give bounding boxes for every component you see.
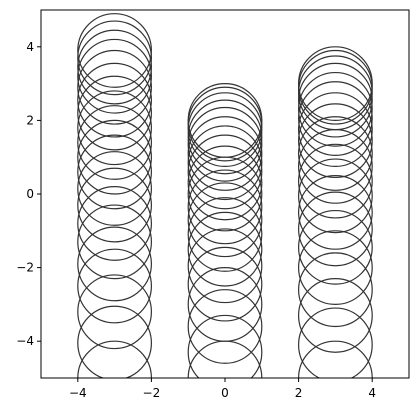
circle-marker bbox=[298, 81, 373, 156]
circle-marker bbox=[77, 305, 152, 378]
circle-marker bbox=[77, 248, 153, 324]
circle-marker bbox=[187, 106, 263, 182]
circle-marker bbox=[187, 289, 263, 364]
x-tick-label: −2 bbox=[143, 386, 161, 400]
circle-marker bbox=[298, 71, 373, 147]
circle-marker bbox=[187, 314, 263, 378]
y-tick-label: −4 bbox=[16, 334, 34, 348]
circle-marker bbox=[298, 46, 373, 121]
y-axis: −4 −2 0 2 4 bbox=[16, 40, 41, 348]
circle-marker bbox=[298, 209, 373, 285]
circle-marker bbox=[77, 62, 153, 138]
circle-marker bbox=[187, 83, 263, 158]
x-axis: −4 −2 0 2 4 bbox=[69, 378, 376, 400]
circle-marker bbox=[77, 20, 153, 96]
y-tick-label: 4 bbox=[26, 40, 34, 54]
circle-marker bbox=[298, 174, 373, 250]
circle-marker bbox=[77, 49, 153, 125]
circle-marker bbox=[77, 186, 153, 261]
circle-marker bbox=[77, 90, 153, 166]
circle-marker bbox=[187, 169, 263, 245]
circle-marker bbox=[187, 99, 263, 175]
circle-marker bbox=[77, 38, 153, 114]
circle-marker bbox=[298, 307, 373, 378]
circle-marker bbox=[298, 62, 373, 138]
circle-marker bbox=[298, 103, 373, 179]
circle-marker bbox=[187, 267, 263, 342]
circle-marker bbox=[187, 246, 263, 322]
circle-marker bbox=[77, 274, 153, 350]
circle-marker bbox=[77, 134, 153, 210]
circle-marker bbox=[187, 125, 263, 201]
y-tick-label: 2 bbox=[26, 113, 34, 127]
circle-marker bbox=[187, 228, 263, 304]
x-tick-label: 0 bbox=[221, 386, 229, 400]
circle-marker bbox=[77, 105, 153, 180]
circle-marker bbox=[77, 151, 153, 226]
x-tick-label: 2 bbox=[295, 386, 303, 400]
circle-marker bbox=[187, 197, 263, 272]
circle-marker bbox=[298, 92, 373, 168]
circle-marker bbox=[298, 252, 373, 328]
circle-marker bbox=[77, 340, 152, 378]
circle-marker bbox=[298, 340, 373, 378]
circle-marker bbox=[298, 230, 373, 306]
circle-marker bbox=[298, 158, 373, 234]
circle-marker bbox=[298, 116, 373, 191]
circle-markers bbox=[77, 13, 373, 378]
circle-marker bbox=[77, 119, 153, 195]
circle-marker bbox=[298, 278, 373, 353]
circle-marker bbox=[77, 204, 153, 280]
circle-marker bbox=[298, 143, 373, 219]
circle-marker bbox=[187, 211, 263, 287]
circle-marker bbox=[187, 145, 263, 221]
x-tick-label: −4 bbox=[69, 386, 87, 400]
circle-marker bbox=[187, 134, 263, 210]
circle-marker bbox=[187, 116, 263, 191]
circle-marker bbox=[187, 182, 263, 258]
circle-marker bbox=[77, 75, 153, 151]
circle-marker bbox=[77, 167, 153, 243]
circle-marker bbox=[77, 226, 153, 302]
y-tick-label: −2 bbox=[16, 261, 34, 275]
circle-marker bbox=[298, 191, 373, 267]
circle-marker bbox=[77, 13, 153, 88]
x-tick-label: 4 bbox=[368, 386, 376, 400]
y-tick-label: 0 bbox=[26, 187, 34, 201]
circle-marker bbox=[77, 29, 153, 105]
